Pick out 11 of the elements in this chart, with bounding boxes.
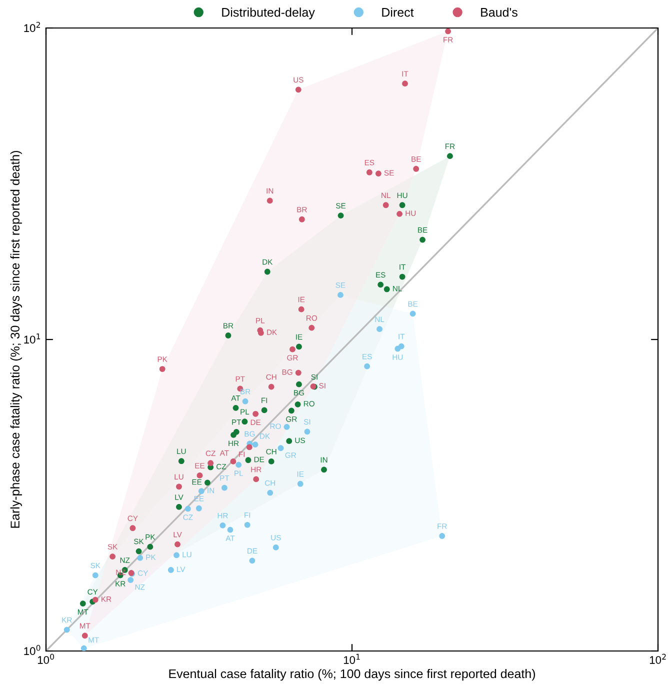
x-axis-title: Eventual case fatality ratio (%; 100 days since first reported death): [169, 668, 536, 681]
x-tick-label: 10$^{2}$: [650, 654, 666, 664]
y-tick-label: 10$^{2}$: [24, 22, 40, 32]
x-tick-label: 10$^{0}$: [38, 654, 54, 664]
x-tick-label: 10$^{1}$: [344, 654, 360, 664]
legend-label: Distributed-delay: [222, 8, 315, 20]
legend-label: Direct: [382, 8, 414, 17]
y-tick-label: 10$^{1}$: [24, 334, 40, 344]
y-axis-title: Early-phase case fatality ratio (%; 30 days since first reported death): [10, 150, 22, 528]
y-tick-label: 10$^{0}$: [24, 644, 40, 656]
legend-label: Baud's: [481, 8, 518, 17]
